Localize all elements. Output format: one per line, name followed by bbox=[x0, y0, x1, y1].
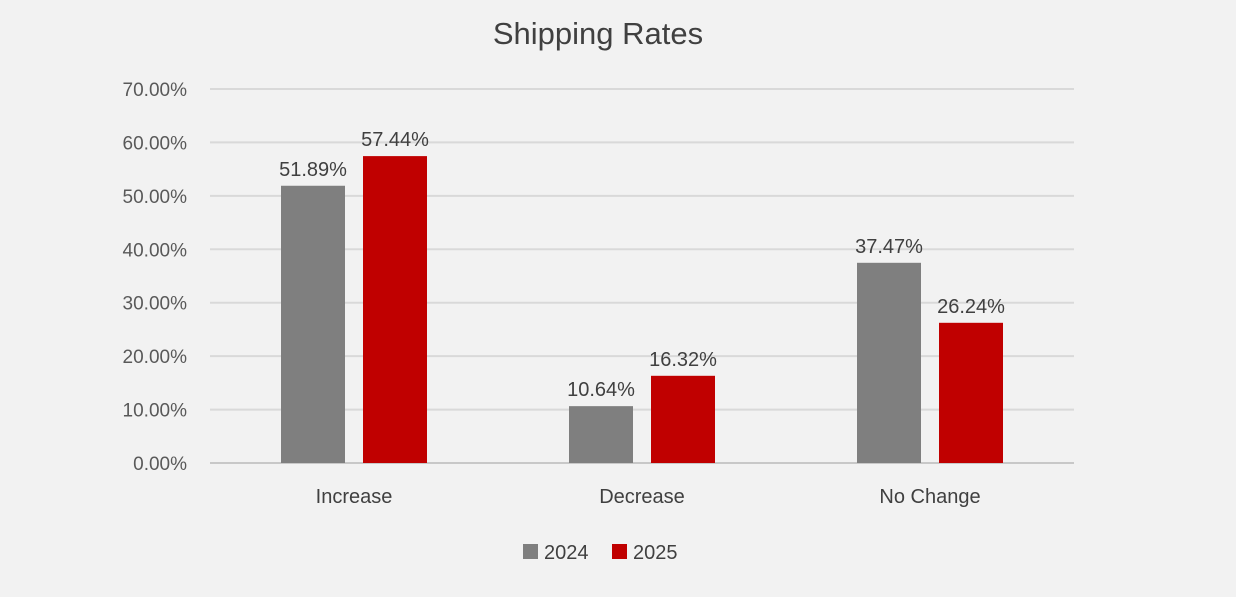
data-label: 57.44% bbox=[361, 129, 429, 151]
data-label: 51.89% bbox=[279, 159, 347, 181]
y-axis-ticks: 0.00% 10.00% 20.00% 30.00% 40.00% 50.00% 60.00… bbox=[123, 80, 188, 475]
y-tick-label: 70.00% bbox=[123, 80, 188, 101]
y-tick-label: 50.00% bbox=[123, 187, 188, 208]
y-tick-label: 0.00% bbox=[133, 454, 187, 475]
legend-swatch-2024 bbox=[523, 544, 538, 559]
y-tick-label: 60.00% bbox=[123, 133, 188, 154]
chart-title: Shipping Rates bbox=[493, 16, 703, 51]
gridlines bbox=[210, 88, 1074, 464]
x-tick-label: No Change bbox=[879, 486, 980, 508]
legend-swatch-2025 bbox=[612, 544, 627, 559]
data-label: 37.47% bbox=[855, 236, 923, 258]
y-tick-label: 20.00% bbox=[123, 347, 188, 368]
legend-label-2025: 2025 bbox=[633, 542, 678, 564]
bar-2025-decrease bbox=[651, 375, 715, 463]
data-label: 10.64% bbox=[567, 379, 635, 401]
legend-label-2024: 2024 bbox=[544, 542, 589, 564]
x-axis-ticks: Increase Decrease No Change bbox=[316, 486, 981, 508]
legend: 2024 2025 bbox=[523, 542, 678, 564]
y-tick-label: 10.00% bbox=[123, 401, 188, 422]
bar-2024-no-change bbox=[857, 262, 921, 463]
y-tick-label: 30.00% bbox=[123, 294, 188, 315]
bar-2025-increase bbox=[363, 156, 427, 463]
x-tick-label: Increase bbox=[316, 486, 393, 508]
bars bbox=[281, 156, 1003, 463]
data-labels: 51.89% 57.44% 10.64% 16.32% 37.47% 26.24% bbox=[279, 129, 1005, 401]
bar-2024-decrease bbox=[569, 406, 633, 463]
x-tick-label: Decrease bbox=[599, 486, 685, 508]
y-tick-label: 40.00% bbox=[123, 240, 188, 261]
data-label: 16.32% bbox=[649, 349, 717, 371]
bar-2025-no-change bbox=[939, 322, 1003, 463]
bar-2024-increase bbox=[281, 185, 345, 463]
data-label: 26.24% bbox=[937, 296, 1005, 318]
